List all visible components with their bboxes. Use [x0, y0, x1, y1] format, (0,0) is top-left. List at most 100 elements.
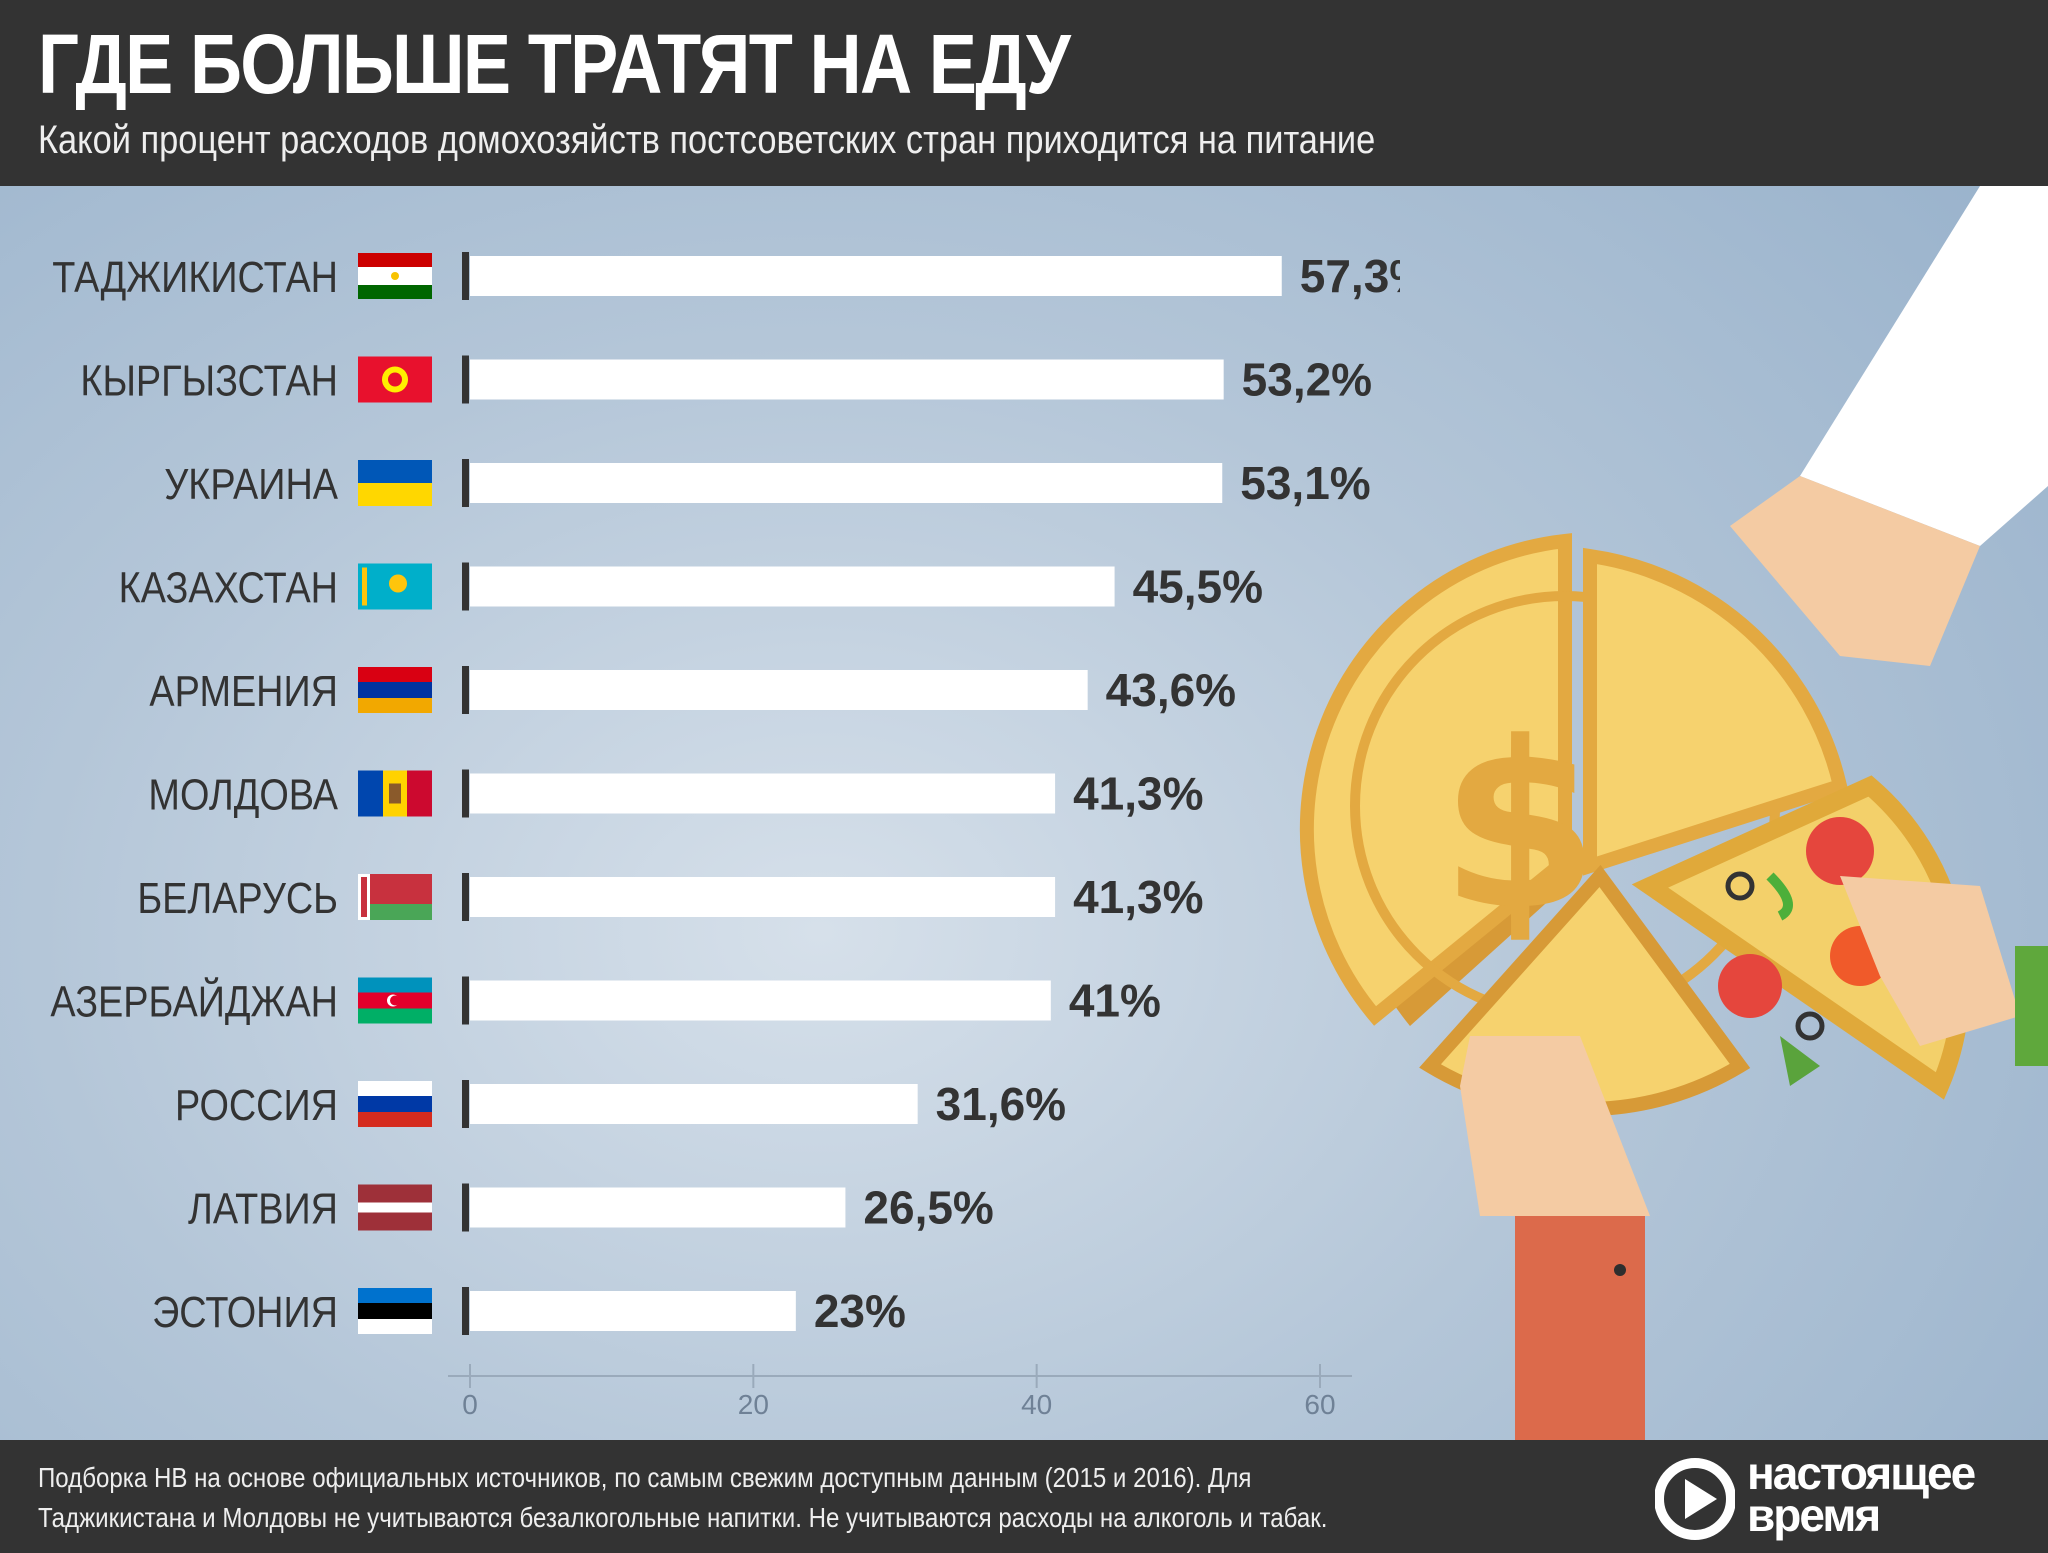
chart-row: КАЗАХСТАН 45,5%: [119, 561, 1263, 613]
flag-stripe: [358, 667, 432, 682]
bar: [470, 670, 1088, 710]
pepper: [1766, 872, 1793, 921]
bar-value-label: 45,5%: [1133, 561, 1263, 613]
bar-value-label: 31,6%: [936, 1078, 1066, 1130]
bar-value-label: 41,3%: [1073, 871, 1203, 923]
pepperoni: [1806, 817, 1874, 885]
x-tick-label: 20: [738, 1389, 769, 1420]
flag-stripe: [407, 770, 432, 817]
ukraine-flag: [358, 460, 432, 506]
bar: [470, 980, 1051, 1021]
bar-start-marker: [462, 355, 469, 404]
flag-stripe: [358, 1096, 432, 1112]
chart-rows: ТАДЖИКИСТАН 57,3% КЫРГЫЗСТАН 53,2% УКРАИНА 53…: [50, 250, 1400, 1337]
chart-row: УКРАИНА 53,1%: [164, 457, 1370, 509]
bar-value-label: 57,3%: [1300, 250, 1400, 302]
sleeve-right: [2015, 946, 2048, 1066]
play-logo-icon: [1655, 1458, 1735, 1540]
bar-start-marker: [462, 976, 469, 1025]
flag-emblem: [391, 272, 399, 280]
country-label: ЛАТВИЯ: [188, 1184, 338, 1233]
flag-stripe: [358, 253, 432, 267]
bar-start-marker: [462, 873, 469, 921]
x-tick-label: 40: [1021, 1389, 1052, 1420]
sleeve-top: [1800, 186, 2048, 546]
olive: [1725, 871, 1755, 901]
azerbaijan-flag: [358, 977, 432, 1024]
bar-value-label: 53,1%: [1240, 457, 1370, 509]
flag-stripe: [358, 1303, 432, 1319]
bar-start-marker: [462, 666, 469, 714]
country-label: АЗЕРБАЙДЖАН: [50, 977, 338, 1026]
nastoyashchee-vremya-logo: настоящее время: [1655, 1448, 2025, 1548]
footer: Подборка НВ на основе официальных источн…: [0, 1440, 2048, 1553]
chart-row: ЭСТОНИЯ 23%: [152, 1285, 906, 1337]
flag-stripe: [358, 1319, 432, 1334]
bar: [470, 1291, 796, 1331]
bar-chart: ТАДЖИКИСТАН 57,3% КЫРГЫЗСТАН 53,2% УКРАИНА 53…: [50, 250, 1400, 1420]
bar: [470, 566, 1115, 607]
chart-row: ТАДЖИКИСТАН 57,3%: [52, 250, 1400, 302]
bar: [470, 877, 1056, 917]
flag-stripe: [358, 904, 432, 920]
bar: [470, 1084, 918, 1124]
chart-row: КЫРГЫЗСТАН 53,2%: [80, 354, 1372, 406]
belarus-flag: [358, 874, 432, 920]
bar-start-marker: [462, 459, 469, 507]
chart-row: МОЛДОВА 41,3%: [148, 768, 1203, 820]
x-axis: 0 20 40 60: [448, 1364, 1352, 1420]
flag-ornament: [362, 567, 367, 606]
flag-stripe: [358, 1008, 432, 1024]
flag-stripe: [358, 483, 432, 506]
bar-start-marker: [462, 769, 469, 818]
flag-stripe: [358, 1112, 432, 1127]
bar: [470, 1187, 846, 1228]
chart-row: РОССИЯ 31,6%: [175, 1078, 1066, 1130]
country-label: ТАДЖИКИСТАН: [52, 252, 338, 301]
basil-leaf: [1780, 1036, 1820, 1086]
bar-start-marker: [462, 1287, 469, 1335]
page-subtitle: Какой процент расходов домохозяйств пост…: [38, 118, 1376, 162]
x-tick-label: 60: [1304, 1389, 1335, 1420]
pepperoni: [1718, 954, 1782, 1018]
page-title: ГДЕ БОЛЬШЕ ТРАТЯТ НА ЕДУ: [38, 17, 1071, 111]
russia-flag: [358, 1081, 432, 1127]
coin-pizza-top-slice: [1583, 547, 1849, 876]
flag-stripe: [358, 1202, 432, 1213]
hand-right: [1840, 876, 2020, 1046]
flag-stripe: [358, 1288, 432, 1303]
header: ГДЕ БОЛЬШЕ ТРАТЯТ НА ЕДУ Какой процент р…: [0, 0, 2048, 186]
flag-stripe: [358, 285, 432, 299]
pizza-coin-hands-illustration: $: [1299, 186, 2048, 1440]
flag-stripe: [358, 1081, 432, 1096]
bar: [470, 463, 1223, 503]
moldova-flag: [358, 770, 432, 817]
flag-stripe: [358, 977, 432, 993]
flag-ornament: [361, 877, 367, 917]
country-label: БЕЛАРУСЬ: [137, 873, 338, 922]
bar: [470, 256, 1282, 296]
chart-row: АЗЕРБАЙДЖАН 41%: [50, 975, 1160, 1027]
country-label: УКРАИНА: [164, 459, 338, 508]
tajikistan-flag: [358, 253, 432, 299]
hand-top: [1730, 476, 1980, 666]
bar-start-marker: [462, 1183, 469, 1232]
bar-value-label: 43,6%: [1106, 664, 1236, 716]
bar-value-label: 41,3%: [1073, 768, 1203, 820]
flag-sun: [389, 574, 407, 593]
kazakhstan-flag: [358, 563, 432, 610]
bar-value-label: 23%: [814, 1285, 906, 1337]
olive: [1795, 1011, 1825, 1041]
kyrgyzstan-flag: [358, 356, 432, 403]
country-label: КАЗАХСТАН: [119, 563, 338, 612]
flag-stripe: [358, 698, 432, 713]
bar-start-marker: [462, 252, 469, 300]
country-label: ЭСТОНИЯ: [152, 1287, 338, 1336]
bar: [470, 773, 1056, 814]
hand-bottom: [1460, 1036, 1650, 1216]
sleeve-button: [1614, 1264, 1626, 1276]
logo-line-2: время: [1747, 1489, 1881, 1541]
source-note: Подборка НВ на основе официальных источн…: [38, 1462, 1328, 1533]
armenia-flag: [358, 667, 432, 713]
